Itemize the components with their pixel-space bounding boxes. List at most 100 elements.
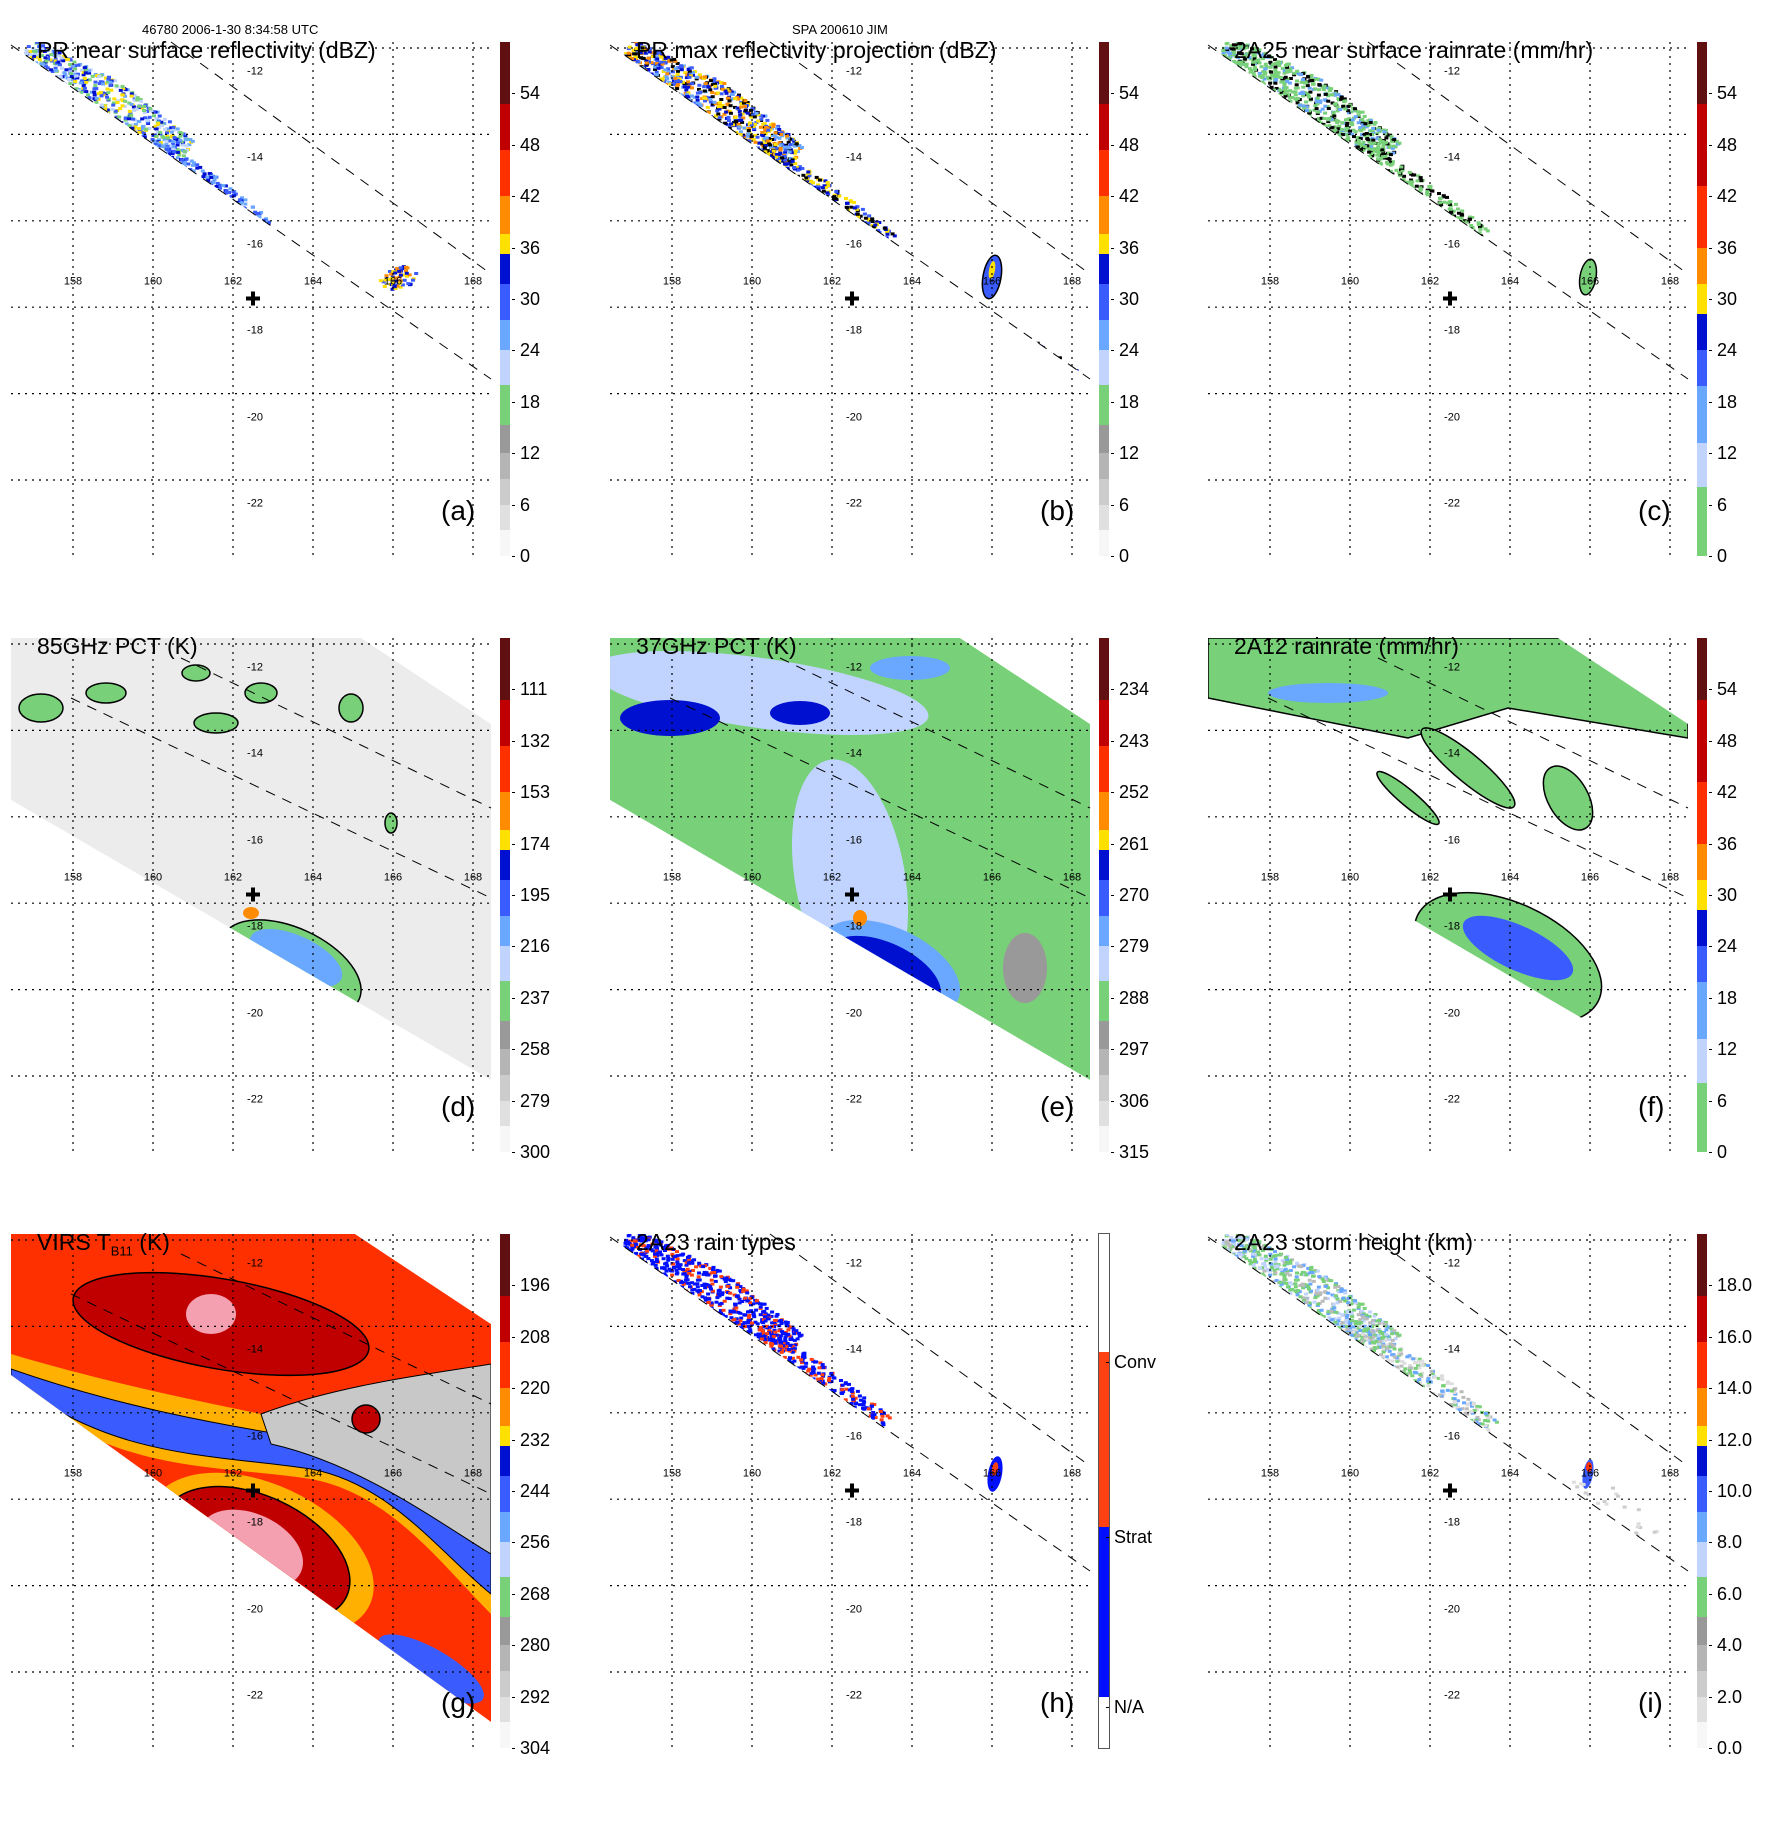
data-pixel	[28, 50, 33, 54]
colorbar-segment	[500, 478, 510, 505]
colorbar-segment	[1697, 185, 1707, 248]
data-pixel	[705, 98, 710, 102]
data-pixel	[779, 133, 783, 136]
data-pixel	[745, 134, 750, 138]
data-pixel	[1478, 227, 1483, 231]
data-pixel	[1252, 47, 1257, 51]
lat-label: -22	[247, 1093, 263, 1106]
data-pixel	[1278, 1280, 1283, 1284]
lat-label: -14	[846, 151, 862, 164]
data-pixel	[768, 159, 773, 163]
map-plot	[10, 41, 492, 556]
data-pixel	[826, 184, 831, 188]
colorbar-segment	[500, 530, 510, 556]
data-pixel	[1311, 1313, 1316, 1317]
data-pixel	[672, 57, 677, 61]
data-pixel	[1456, 1399, 1460, 1403]
data-pixel	[1247, 1248, 1252, 1252]
data-pixel	[266, 220, 271, 224]
data-pixel	[646, 79, 651, 83]
data-pixel	[1259, 1245, 1264, 1249]
colorbar-tick-label: 306	[1110, 1090, 1150, 1111]
lon-label: 160	[1340, 871, 1360, 884]
data-pixel	[1611, 1486, 1615, 1490]
data-pixel	[442, 363, 447, 366]
data-pixel	[685, 100, 689, 104]
lat-label: -16	[846, 1430, 862, 1443]
data-pixel	[792, 178, 797, 182]
data-pixel	[394, 279, 399, 283]
lat-label: -18	[846, 920, 862, 933]
data-pixel	[860, 207, 865, 211]
data-pixel	[775, 1313, 780, 1316]
data-pixel	[770, 1321, 775, 1325]
data-pixel	[1390, 140, 1395, 144]
data-pixel	[688, 1285, 692, 1289]
data-pixel	[1263, 1254, 1268, 1258]
data-pixel	[1299, 80, 1304, 84]
data-pixel	[1385, 1325, 1390, 1329]
data-pixel	[723, 121, 728, 125]
data-pixel	[125, 88, 130, 92]
data-pixel	[1026, 1549, 1031, 1553]
data-pixel	[407, 273, 412, 277]
data-pixel	[1050, 363, 1055, 367]
data-pixel	[706, 1273, 711, 1277]
data-pixel	[1253, 55, 1258, 59]
rain-feature	[1420, 727, 1516, 809]
data-pixel	[786, 1328, 791, 1332]
data-pixel	[805, 179, 809, 183]
data-pixel	[794, 179, 799, 183]
data-pixel	[226, 198, 231, 202]
data-pixel	[1277, 64, 1282, 68]
data-pixel	[1364, 1317, 1369, 1321]
data-pixel	[706, 110, 711, 114]
data-pixel	[74, 94, 79, 98]
data-pixel	[687, 69, 692, 73]
data-pixel	[790, 159, 795, 163]
data-pixel	[1015, 1545, 1019, 1549]
data-pixel	[726, 103, 731, 107]
data-pixel	[657, 1241, 662, 1245]
data-pixel	[1460, 213, 1465, 217]
data-pixel	[1377, 157, 1382, 161]
colorbar-segment	[1697, 638, 1707, 700]
data-pixel	[1221, 50, 1226, 54]
data-pixel	[1414, 184, 1419, 188]
panel-title: 2A25 near surface rainrate (mm/hr)	[1234, 37, 1594, 63]
data-pixel	[848, 200, 853, 204]
lat-label: -12	[846, 661, 862, 674]
data-pixel	[1249, 68, 1254, 72]
data-pixel	[1453, 202, 1458, 206]
data-pixel	[790, 138, 795, 142]
rain-feature	[1462, 915, 1574, 981]
data-pixel	[721, 1308, 726, 1312]
colorbar-segment	[500, 42, 510, 104]
data-pixel	[1425, 1393, 1430, 1397]
data-pixel	[847, 1388, 852, 1392]
data-pixel	[718, 123, 723, 126]
data-pixel	[660, 62, 665, 66]
data-pixel	[813, 189, 818, 193]
data-pixel	[1321, 122, 1326, 126]
data-pixel	[627, 45, 632, 49]
data-pixel	[132, 108, 137, 112]
data-pixel	[701, 96, 706, 100]
data-pixel	[827, 205, 832, 209]
data-pixel	[748, 1301, 753, 1305]
data-pixel	[1235, 67, 1240, 71]
data-pixel	[780, 1330, 785, 1334]
lon-label: 162	[223, 871, 243, 884]
data-pixel	[1385, 142, 1390, 146]
data-pixel	[751, 112, 756, 116]
data-pixel	[1425, 202, 1430, 206]
data-pixel	[651, 55, 655, 59]
rain-feature	[243, 907, 259, 919]
data-pixel	[813, 1360, 817, 1364]
data-pixel	[793, 174, 797, 178]
data-pixel	[1467, 217, 1472, 221]
data-pixel	[703, 112, 708, 116]
panel-b: 158 160 162 164 166 168 -12 -14 -16 -18 -20 -22 PR m…	[609, 38, 1210, 632]
data-pixel	[816, 187, 820, 191]
data-pixel	[1282, 1275, 1287, 1279]
